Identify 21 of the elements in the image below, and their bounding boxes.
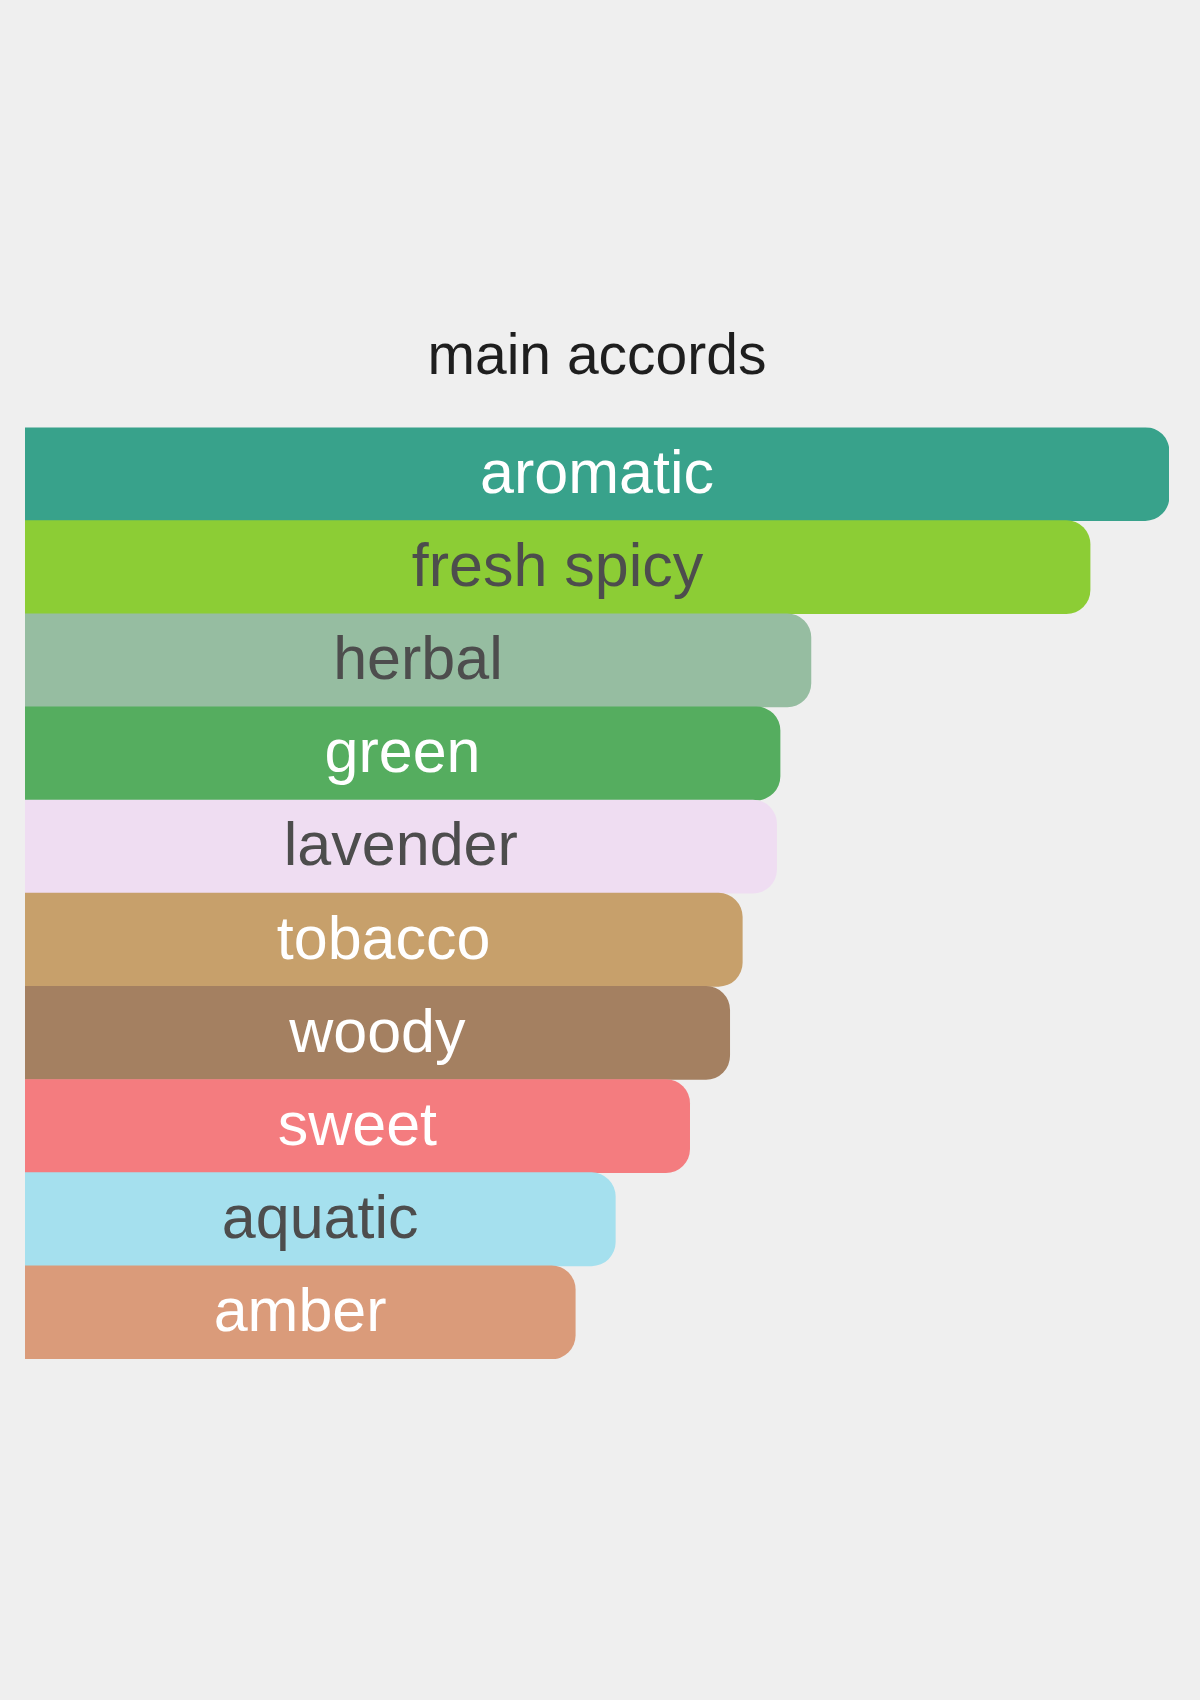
bar	[25, 706, 781, 801]
y-tick-label: green	[324, 717, 481, 786]
bar	[25, 1172, 616, 1267]
y-tick-label: amber	[213, 1276, 387, 1345]
bar	[25, 427, 1169, 521]
y-tick-label: sweet	[277, 1089, 438, 1158]
bar	[25, 1079, 690, 1174]
y-tick-label: aromatic	[480, 437, 714, 506]
bar	[25, 613, 812, 708]
chart-title: main accords	[427, 321, 767, 386]
bar	[25, 986, 731, 1080]
bar	[25, 799, 777, 894]
bar	[25, 892, 743, 987]
y-tick-label: fresh spicy	[411, 530, 704, 599]
bar	[25, 1265, 576, 1359]
y-tick-label: woody	[288, 996, 467, 1065]
y-tick-label: tobacco	[276, 903, 491, 972]
y-tick-label: lavender	[283, 810, 518, 879]
y-tick-label: herbal	[333, 624, 503, 693]
bar	[25, 520, 1091, 615]
y-tick-label: aquatic	[221, 1183, 419, 1252]
